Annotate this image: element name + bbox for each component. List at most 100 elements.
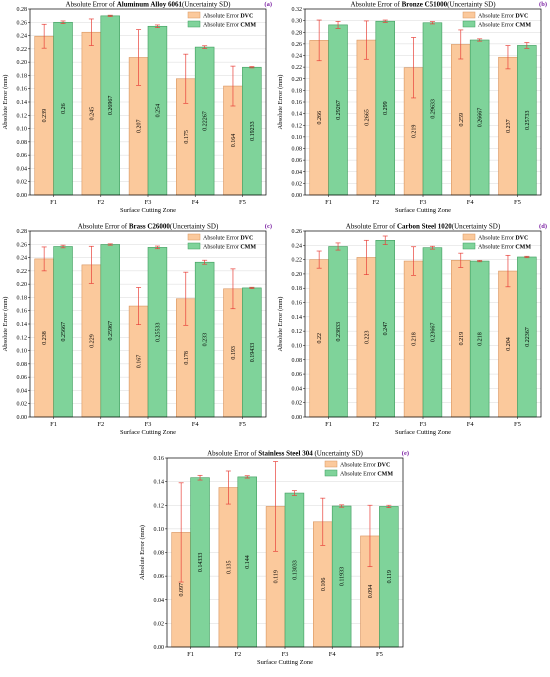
- data-label: 0.19233: [250, 121, 256, 141]
- legend-text: Absolute Error: [203, 14, 240, 20]
- y-tick-label: 0.02: [154, 621, 165, 627]
- plot-frame: [29, 230, 267, 418]
- data-label: 0.25667: [61, 322, 67, 342]
- data-label: 0.233: [203, 333, 209, 347]
- legend-swatch-cmm: [462, 242, 476, 250]
- y-tick-label: 0.26: [292, 229, 303, 235]
- y-tick-label: 0.26: [292, 42, 303, 48]
- data-label: 0.26: [61, 103, 67, 114]
- y-tick-label: 0.14: [17, 322, 28, 328]
- data-label: 0.23833: [336, 322, 342, 342]
- y-axis-title: Absolute Error (mm): [277, 75, 284, 130]
- legend-text: Absolute Error: [478, 14, 515, 20]
- y-tick-label: 0.26: [17, 20, 28, 26]
- y-tick-label: 0.22: [292, 65, 303, 71]
- y-tick-label: 0.22: [292, 258, 303, 264]
- y-axis-title: Absolute Error (mm): [277, 297, 284, 352]
- x-tick-label: F5: [514, 199, 521, 206]
- y-tick-label: 0.02: [17, 180, 28, 186]
- x-tick-label: F3: [282, 651, 289, 658]
- data-label: 0.26967: [108, 96, 114, 116]
- legend-swatch-cmm: [187, 20, 201, 28]
- y-tick-label: 0.06: [292, 372, 303, 378]
- x-tick-label: F3: [420, 421, 427, 428]
- data-label: 0.247: [383, 322, 389, 336]
- y-tick-label: 0.04: [292, 386, 303, 392]
- legend-swatch-dvc: [187, 11, 201, 19]
- y-tick-label: 0.26: [17, 242, 28, 248]
- chart-brass: Absolute Error of Brass C26000(Uncertain…: [2, 223, 272, 437]
- chart-title-prefix: Absolute Error of: [207, 450, 258, 458]
- data-label: 0.254: [155, 104, 161, 118]
- chart-title: Absolute Error of Bronze C51000(Uncertai…: [350, 1, 496, 9]
- data-label: 0.094: [368, 585, 374, 599]
- legend-entry-cmm: Absolute Error CMM: [340, 472, 393, 478]
- y-tick-label: 0.14: [292, 315, 303, 321]
- y-tick-label: 0.14: [154, 480, 165, 486]
- legend-text-bold: DVC: [515, 236, 528, 242]
- data-label: 0.22367: [525, 327, 531, 347]
- legend-text-bold: CMM: [377, 472, 393, 478]
- data-label: 0.223: [364, 330, 370, 344]
- data-label: 0.22: [317, 333, 323, 344]
- y-tick-label: 0.16: [292, 100, 303, 106]
- legend-text-bold: CMM: [240, 23, 256, 29]
- x-tick-label: F4: [467, 199, 475, 206]
- legend-text: Absolute Error: [478, 236, 515, 242]
- y-tick-label: 0.16: [292, 301, 303, 307]
- chart-stainless-steel: Absolute Error of Stainless Steel 304 (U…: [139, 450, 409, 667]
- x-tick-label: F2: [234, 651, 241, 658]
- legend-swatch-dvc: [462, 11, 476, 19]
- legend-entry-dvc: Absolute Error DVC: [478, 14, 528, 20]
- y-tick-label: 0.28: [17, 7, 28, 13]
- x-tick-label: F2: [372, 421, 379, 428]
- y-tick-label: 0.16: [17, 87, 28, 93]
- x-axis-title: Surface Cutting Zone: [120, 207, 176, 214]
- data-label: 0.25967: [108, 321, 114, 341]
- y-tick-label: 0.02: [292, 181, 303, 187]
- x-tick-label: F2: [97, 199, 104, 206]
- y-tick-label: 0.18: [17, 73, 28, 79]
- legend-entry-dvc: Absolute Error DVC: [203, 236, 253, 242]
- x-axis-title: Surface Cutting Zone: [120, 429, 176, 436]
- y-tick-label: 0.14: [17, 100, 28, 106]
- y-tick-label: 0.08: [292, 358, 303, 364]
- chart-title: Absolute Error of Aluminum Alloy 6061(Un…: [66, 1, 232, 9]
- plot-frame: [304, 230, 542, 418]
- legend-text-bold: DVC: [377, 463, 390, 469]
- data-label: 0.11933: [340, 567, 346, 586]
- legend-swatch-dvc: [324, 460, 338, 468]
- y-tick-label: 0.12: [292, 123, 303, 129]
- x-tick-label: F5: [376, 651, 383, 658]
- legend-text: Absolute Error: [340, 463, 377, 469]
- x-tick-label: F3: [145, 199, 152, 206]
- legend-swatch-cmm: [187, 242, 201, 250]
- legend-entry-cmm: Absolute Error CMM: [478, 245, 531, 251]
- data-label: 0.23667: [430, 323, 436, 343]
- y-tick-label: 0.02: [292, 401, 303, 407]
- chart-title-material: Aluminum Alloy 6061: [117, 1, 183, 9]
- chart-title-suffix: (Uncertainty SD): [447, 1, 496, 9]
- data-label: 0.237: [506, 119, 512, 133]
- y-tick-label: 0.18: [292, 286, 303, 292]
- legend-text: Absolute Error: [340, 472, 377, 478]
- y-tick-label: 0.16: [154, 456, 165, 462]
- chart-title: Absolute Error of Brass C26000(Uncertain…: [78, 223, 219, 231]
- chart-title-prefix: Absolute Error of: [66, 1, 117, 9]
- y-tick-label: 0.04: [17, 388, 28, 394]
- y-tick-label: 0.08: [292, 147, 303, 153]
- legend-entry-dvc: Absolute Error DVC: [478, 236, 528, 242]
- chart-title-material: Carbon Steel 1020: [397, 223, 452, 231]
- data-label: 0.175: [184, 130, 190, 144]
- y-tick-label: 0.10: [292, 343, 303, 349]
- panel-tag: (d): [539, 223, 547, 230]
- legend-text: Absolute Error: [478, 23, 515, 29]
- y-tick-label: 0.18: [17, 295, 28, 301]
- y-tick-label: 0.14: [292, 112, 303, 118]
- y-tick-label: 0.00: [154, 645, 165, 651]
- data-label: 0.25733: [525, 110, 531, 130]
- y-tick-label: 0.08: [154, 551, 165, 557]
- chart-bronze: Absolute Error of Bronze C51000(Uncertai…: [277, 1, 547, 215]
- legend-text-bold: DVC: [240, 236, 253, 242]
